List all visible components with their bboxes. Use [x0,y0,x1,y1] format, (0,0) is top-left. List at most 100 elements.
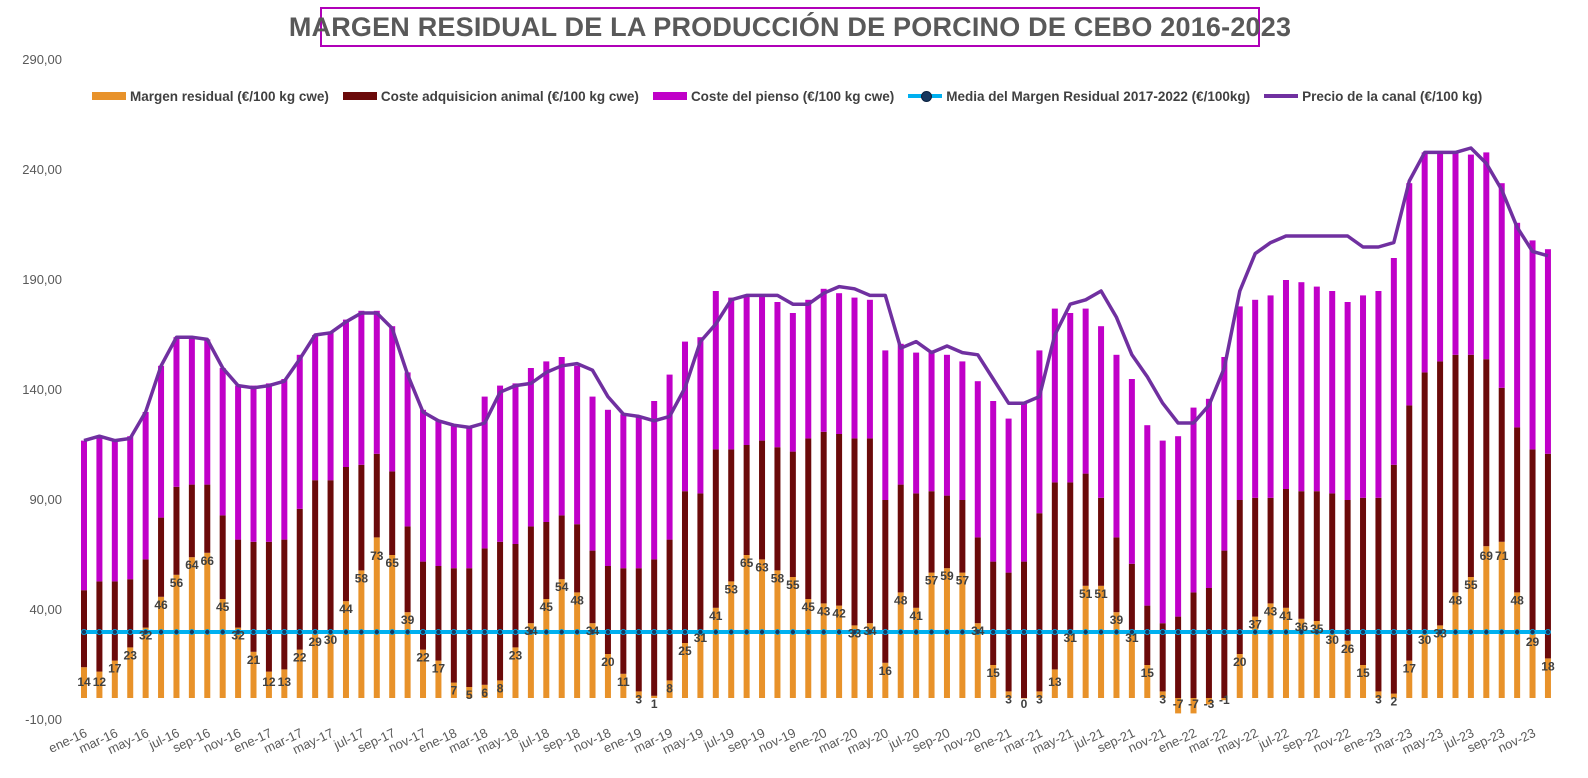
marker-media-margen [851,629,858,636]
data-label-margen: 43 [1264,604,1278,618]
marker-media-margen [1437,629,1444,636]
bar-coste-pienso [1437,152,1444,362]
bar-coste-pienso [235,385,242,540]
bar-coste-adquisicion [312,480,319,635]
bar-coste-pienso [1282,280,1289,489]
data-label-margen: 73 [370,549,384,563]
bar-coste-pienso [1360,295,1367,498]
marker-media-margen [743,629,750,636]
bar-margen-residual [188,557,195,698]
bar-coste-adquisicion [512,544,519,648]
bar-coste-pienso [527,368,534,527]
data-label-margen: 48 [1449,593,1463,607]
data-label-margen: 7 [450,684,457,698]
bar-margen-residual [1344,640,1351,698]
bar-coste-adquisicion [1190,592,1197,698]
bar-coste-adquisicion [943,495,950,569]
data-label-margen: -3 [1204,697,1215,711]
bar-margen-residual [96,671,103,698]
marker-media-margen [527,629,534,636]
marker-media-margen [1267,629,1274,636]
marker-media-margen [666,629,673,636]
bar-coste-pienso [681,341,688,492]
bar-coste-pienso [805,299,812,439]
bar-margen-residual [435,660,442,698]
bar-margen-residual [1360,665,1367,698]
marker-media-margen [1082,629,1089,636]
bar-margen-residual [1051,669,1058,698]
bar-margen-residual [1498,541,1505,698]
bar-coste-adquisicion [820,431,827,604]
bar-coste-adquisicion [697,493,704,630]
data-label-margen: 69 [1480,549,1494,563]
marker-media-margen [1005,629,1012,636]
bar-margen-residual [728,581,735,698]
bar-coste-pienso [1082,308,1089,474]
marker-media-margen [574,629,581,636]
bar-coste-pienso [1267,295,1274,498]
bar-coste-pienso [759,295,766,441]
marker-media-margen [1252,629,1259,636]
bar-margen-residual [1329,632,1336,698]
marker-media-margen [188,629,195,636]
marker-media-margen [681,629,688,636]
bar-coste-adquisicion [389,471,396,555]
bar-margen-residual [959,572,966,698]
data-label-margen: 34 [524,624,538,638]
marker-media-margen [1021,629,1028,636]
marker-media-margen [1221,629,1228,636]
y-tick-label: 190,00 [22,272,62,287]
legend-label: Margen residual (€/100 kg cwe) [130,88,329,104]
bar-margen-residual [173,574,180,698]
bar-coste-pienso [327,332,334,481]
bar-margen-residual [127,647,134,698]
bar-coste-pienso [866,299,873,439]
data-label-margen: 12 [93,675,107,689]
marker-media-margen [805,629,812,636]
line-precio-canal [83,146,1549,443]
data-label-margen: 35 [1310,622,1324,636]
bar-coste-pienso [512,383,519,544]
data-label-margen: 3 [1159,692,1166,706]
bar-coste-adquisicion [373,453,380,538]
bar-margen-residual [1529,634,1536,698]
bar-margen-residual [1159,691,1166,698]
bar-coste-pienso [1544,249,1551,454]
marker-media-margen [373,629,380,636]
marker-media-margen [1205,629,1212,636]
data-label-margen: 3 [635,692,642,706]
bar-coste-pienso [882,350,889,500]
bar-margen-residual [1175,698,1182,714]
bar-margen-residual [759,559,766,698]
bar-coste-adquisicion [712,449,719,608]
bar-coste-pienso [1175,436,1182,617]
bar-coste-adquisicion [327,480,334,632]
data-label-margen: 17 [108,662,122,676]
bar-coste-pienso [635,416,642,569]
marker-media-margen [1190,629,1197,636]
bar-coste-pienso [974,381,981,538]
bar-coste-adquisicion [1098,497,1105,586]
bar-coste-adquisicion [466,568,473,687]
data-label-margen: 11 [617,675,630,689]
bar-margen-residual [481,684,488,698]
data-label-margen: 63 [755,560,769,574]
bar-coste-adquisicion [604,566,611,654]
data-label-margen: 65 [386,556,400,570]
bar-coste-pienso [1252,299,1259,498]
marker-media-margen [342,629,349,636]
bar-margen-residual [512,647,519,698]
bar-margen-residual [1221,698,1228,701]
bar-margen-residual [1113,612,1120,698]
bar-margen-residual [1437,625,1444,698]
bar-coste-adquisicion [158,517,165,597]
bar-coste-adquisicion [774,447,781,571]
bar-coste-pienso [281,379,288,540]
marker-media-margen [1067,629,1074,636]
marker-media-margen [897,629,904,636]
bar-coste-pienso [1313,286,1320,492]
bar-margen-residual [1406,660,1413,698]
bar-coste-adquisicion [990,561,997,665]
data-label-margen: 57 [925,574,939,588]
bar-coste-pienso [774,302,781,448]
